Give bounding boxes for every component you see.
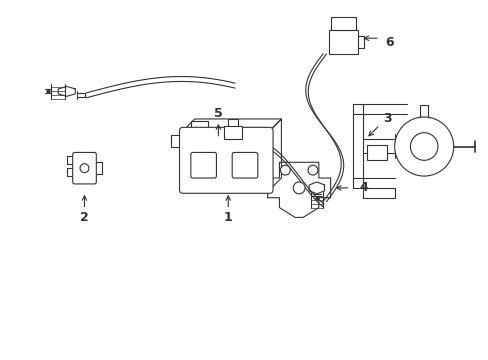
FancyBboxPatch shape [232,152,257,178]
Text: 6: 6 [385,36,393,49]
Text: 5: 5 [214,107,223,120]
Circle shape [293,182,305,194]
Bar [366,145,386,160]
Text: 4: 4 [359,181,368,194]
Circle shape [280,165,290,175]
Circle shape [307,165,317,175]
Text: 3: 3 [383,112,391,125]
Bar [224,126,242,139]
Text: 1: 1 [224,211,232,224]
Circle shape [80,164,89,172]
Bar [328,30,358,54]
FancyBboxPatch shape [179,127,272,193]
Bar [330,17,356,30]
Circle shape [409,133,437,160]
FancyBboxPatch shape [73,152,96,184]
Text: 2: 2 [80,211,89,224]
Circle shape [394,117,453,176]
FancyBboxPatch shape [190,152,216,178]
